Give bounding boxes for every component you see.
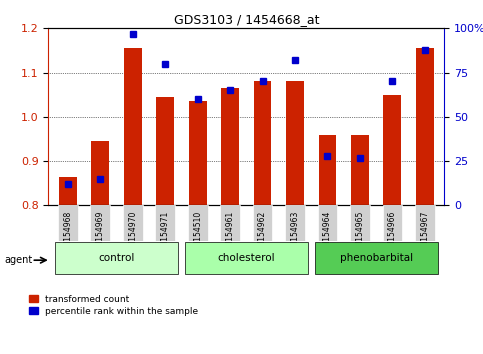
Text: GSM154970: GSM154970 <box>128 211 137 257</box>
Text: GSM154967: GSM154967 <box>420 211 429 257</box>
Bar <box>351 135 369 205</box>
FancyBboxPatch shape <box>314 242 438 274</box>
FancyBboxPatch shape <box>188 205 208 241</box>
FancyBboxPatch shape <box>155 205 175 241</box>
Bar <box>189 101 207 205</box>
Text: GSM154962: GSM154962 <box>258 211 267 257</box>
FancyBboxPatch shape <box>383 205 402 241</box>
Text: GSM154965: GSM154965 <box>355 211 365 257</box>
FancyBboxPatch shape <box>220 205 240 241</box>
FancyBboxPatch shape <box>90 205 110 241</box>
Text: control: control <box>98 253 135 263</box>
Bar <box>156 97 174 205</box>
Text: GSM154966: GSM154966 <box>388 211 397 257</box>
Bar <box>91 141 109 205</box>
Bar <box>124 48 142 205</box>
Text: GSM154969: GSM154969 <box>96 211 105 257</box>
Text: GSM154971: GSM154971 <box>161 211 170 257</box>
FancyBboxPatch shape <box>55 242 178 274</box>
Bar <box>416 48 434 205</box>
Bar <box>384 95 401 205</box>
Title: GDS3103 / 1454668_at: GDS3103 / 1454668_at <box>173 13 319 26</box>
FancyBboxPatch shape <box>123 205 142 241</box>
Text: cholesterol: cholesterol <box>217 253 275 263</box>
FancyBboxPatch shape <box>285 205 305 241</box>
Text: GSM154963: GSM154963 <box>291 211 299 257</box>
Text: agent: agent <box>5 255 33 265</box>
FancyBboxPatch shape <box>350 205 370 241</box>
Text: GSM154968: GSM154968 <box>63 211 72 257</box>
FancyBboxPatch shape <box>318 205 338 241</box>
FancyBboxPatch shape <box>185 242 308 274</box>
Bar <box>254 81 271 205</box>
Text: phenobarbital: phenobarbital <box>340 253 413 263</box>
Bar <box>59 177 77 205</box>
FancyBboxPatch shape <box>253 205 272 241</box>
Text: GSM154510: GSM154510 <box>193 211 202 257</box>
Bar <box>319 135 337 205</box>
Bar <box>221 88 239 205</box>
FancyBboxPatch shape <box>415 205 435 241</box>
Text: GSM154964: GSM154964 <box>323 211 332 257</box>
Legend: transformed count, percentile rank within the sample: transformed count, percentile rank withi… <box>28 295 198 315</box>
Text: GSM154961: GSM154961 <box>226 211 235 257</box>
FancyBboxPatch shape <box>58 205 78 241</box>
Bar <box>286 81 304 205</box>
